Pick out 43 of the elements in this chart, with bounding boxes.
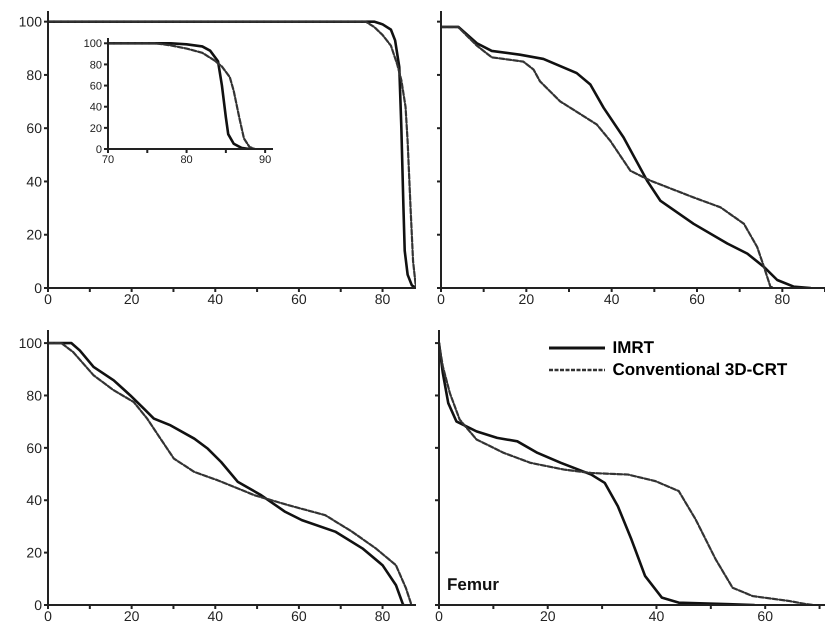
x-tick-label: 40 [648,608,664,624]
x-tick-label: 40 [604,290,620,307]
legend-label: Conventional 3D-CRT [612,360,788,380]
y-tick-label: 60 [26,440,42,456]
y-tick-label: 100 [18,14,42,30]
y-tick-label: 20 [90,122,102,135]
y-tick-label: 40 [26,173,42,190]
x-tick-label: 90 [259,154,272,166]
x-tick-label: 0 [435,608,444,624]
x-tick-label: 80 [774,290,790,307]
y-tick-label: 60 [90,80,102,92]
x-tick-label: 0 [44,290,52,307]
x-tick-label: 20 [540,608,556,624]
x-tick-label: 0 [44,608,52,624]
x-tick-label: 80 [374,290,391,307]
legend-label: IMRT [612,338,654,358]
y-tick-label: 80 [26,66,42,83]
y-tick-label: 20 [26,226,42,243]
y-tick-label: 40 [26,492,42,508]
y-tick-label: 80 [26,387,42,404]
y-tick-label: 60 [26,120,42,136]
x-tick-label: 40 [207,290,224,307]
x-tick-label: 80 [374,608,391,624]
y-tick-label: 80 [90,59,102,72]
y-tick-label: 100 [18,335,42,352]
x-tick-label: 20 [124,608,140,624]
x-tick-label: 80 [180,154,193,166]
x-tick-label: 60 [291,608,307,624]
x-tick-label: 60 [689,290,705,307]
annotation: Femur [447,575,499,595]
x-tick-label: 20 [124,290,140,307]
x-tick-label: 40 [207,608,224,624]
y-tick-label: 0 [96,144,102,156]
x-tick-label: 0 [437,290,446,307]
x-tick-label: 60 [291,290,307,307]
x-tick-label: 20 [518,290,534,307]
x-tick-label: 70 [102,154,114,166]
x-tick-label: 60 [757,608,774,624]
y-tick-label: 40 [90,102,102,114]
y-tick-label: 20 [26,544,42,561]
y-tick-label: 0 [34,280,42,296]
y-tick-label: 100 [84,38,102,50]
y-tick-label: 0 [34,596,42,613]
